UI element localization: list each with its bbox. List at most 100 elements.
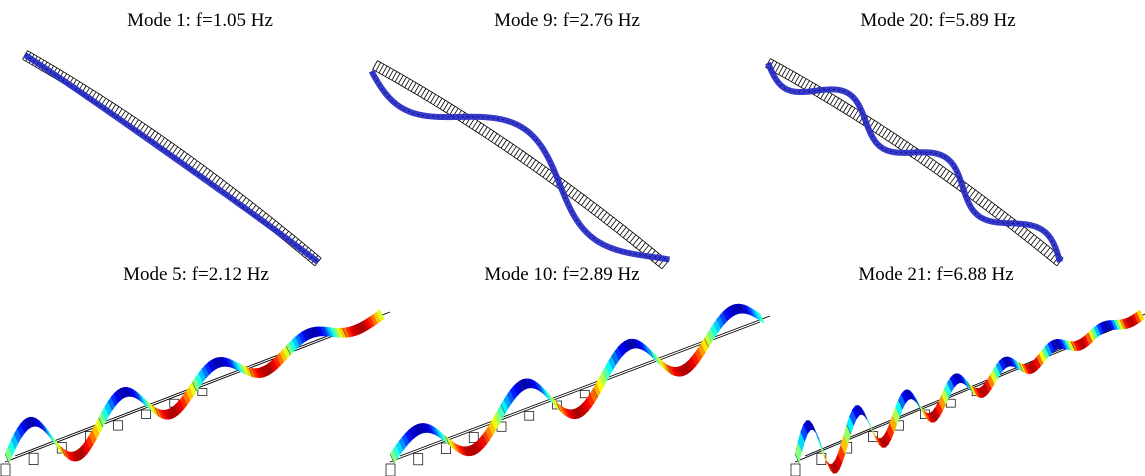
ribbon-edge <box>916 398 920 407</box>
deck-hatch <box>827 94 832 103</box>
deck-hatch <box>924 157 930 165</box>
deck-hatch <box>421 88 426 97</box>
pier <box>525 412 534 421</box>
deck-hatch <box>1047 250 1053 258</box>
deck-hatch <box>588 202 594 210</box>
deck-hatch <box>934 164 940 172</box>
deck-hatch <box>485 129 491 137</box>
deck-hatch <box>617 225 623 233</box>
deck-hatch <box>788 71 793 80</box>
deck-hatch <box>530 160 536 168</box>
deck-hatch <box>989 204 995 212</box>
deck-hatch <box>846 106 851 114</box>
deck-hatch <box>581 197 587 205</box>
panel-title: Mode 9: f=2.76 Hz <box>494 10 640 31</box>
deck-hatch <box>414 85 419 94</box>
deck-hatch <box>889 133 895 141</box>
deck-hatch <box>601 212 607 220</box>
deck-hatch <box>643 245 649 253</box>
deck-hatch <box>940 169 946 177</box>
deck-hatch <box>986 202 992 210</box>
deck-hatch <box>508 144 514 152</box>
deck-edge <box>373 69 662 268</box>
deck-hatch <box>524 155 530 163</box>
deck-hatch <box>543 169 549 177</box>
deck-hatch <box>591 205 597 213</box>
deck-hatch <box>450 106 455 114</box>
deck-hatch <box>575 193 581 201</box>
deck-hatch <box>434 96 439 105</box>
deck-hatch <box>882 129 887 137</box>
deck-hatch <box>511 146 517 154</box>
deck-hatch <box>892 135 898 143</box>
pier <box>1 464 10 476</box>
deck-hatch <box>1018 227 1024 235</box>
deck-hatch <box>901 142 907 150</box>
mode-shape <box>768 63 1060 262</box>
deck-hatch <box>662 261 668 269</box>
deck-hatch <box>491 133 497 141</box>
deck-hatch <box>604 215 610 223</box>
deck-hatch <box>992 207 998 215</box>
deck-hatch <box>775 64 780 73</box>
deck-hatch <box>614 222 620 230</box>
deck-hatch <box>1028 235 1034 243</box>
deck-hatch <box>578 195 584 203</box>
pier <box>791 464 800 476</box>
deck-hatch <box>392 72 397 81</box>
deck-hatch <box>995 209 1001 217</box>
deck-hatch <box>976 195 982 203</box>
deck-hatch <box>536 164 542 172</box>
pier <box>142 410 151 419</box>
deck-hatch <box>598 210 604 218</box>
deck-hatch <box>520 153 526 161</box>
deck-hatch <box>623 230 629 238</box>
deck-hatch <box>879 127 884 135</box>
deck-hatch <box>630 235 636 243</box>
mode-shape <box>372 71 670 259</box>
deck-hatch <box>1044 248 1050 256</box>
deck-hatch <box>633 237 639 245</box>
deck-edge <box>23 59 315 265</box>
deck-hatch <box>427 92 432 101</box>
deck-hatch <box>1034 240 1040 248</box>
deck-hatch <box>469 119 474 127</box>
pier <box>414 454 423 465</box>
deck-hatch <box>876 125 881 133</box>
panel-title: Mode 10: f=2.89 Hz <box>484 264 639 285</box>
deck-hatch <box>1037 242 1043 250</box>
deck-hatch <box>931 162 937 170</box>
deck-hatch <box>610 220 616 228</box>
deck-hatch <box>824 92 829 101</box>
deck-hatch <box>795 75 800 84</box>
mode-shape <box>25 55 318 262</box>
deck-hatch <box>533 162 539 170</box>
deck-hatch <box>517 151 523 159</box>
deck-hatch <box>782 68 787 77</box>
deck-hatch <box>804 81 809 90</box>
pier <box>946 399 955 407</box>
panel-title: Mode 1: f=1.05 Hz <box>127 10 273 31</box>
deck-hatch <box>501 140 507 148</box>
deck-hatch <box>569 188 575 196</box>
deck-edge <box>766 67 1057 265</box>
deck-hatch <box>514 149 520 157</box>
deck-hatch <box>495 136 501 144</box>
deck-hatch <box>927 160 933 168</box>
deck-hatch <box>639 243 645 251</box>
deck-hatch <box>921 155 927 163</box>
deck-hatch <box>944 171 950 179</box>
deck-hatch <box>840 102 845 111</box>
deck-hatch <box>443 102 448 111</box>
deck-hatch <box>395 73 400 82</box>
deck-hatch <box>785 69 790 78</box>
deck-hatch <box>798 77 803 86</box>
deck-hatch <box>801 79 806 88</box>
deck-hatch <box>979 197 985 205</box>
deck-hatch <box>853 110 858 118</box>
deck-hatch <box>937 166 943 174</box>
deck-hatch <box>843 104 848 113</box>
pier <box>29 453 38 464</box>
deck-hatch <box>504 142 510 150</box>
deck-hatch <box>837 100 842 109</box>
